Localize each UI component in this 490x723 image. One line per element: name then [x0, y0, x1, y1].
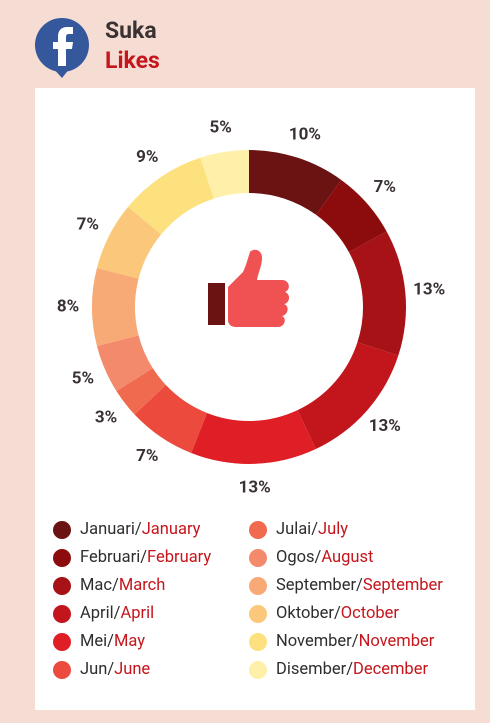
donut-segment: [191, 410, 316, 465]
donut-segment: [249, 150, 342, 215]
legend-label: Mei/May: [80, 632, 145, 651]
legend-name-ms: Ogos: [276, 548, 315, 567]
legend-name-en: March: [119, 576, 166, 595]
legend-name-en: September: [363, 576, 443, 595]
title: Suka: [105, 17, 157, 44]
legend-name-ms: Mac: [80, 576, 112, 595]
legend-separator: /: [346, 660, 353, 679]
value-label: 13%: [369, 416, 401, 436]
legend-separator: /: [140, 548, 147, 567]
subtitle: Likes: [105, 47, 160, 74]
legend-name-ms: Jun: [80, 660, 107, 679]
legend-separator: /: [107, 632, 114, 651]
value-label: 8%: [57, 296, 79, 316]
legend-name-en: May: [114, 632, 145, 651]
legend-separator: /: [112, 576, 119, 595]
legend-swatch: [249, 661, 267, 679]
donut-segment: [92, 267, 139, 347]
legend-swatch: [53, 521, 71, 539]
legend-name-ms: Februari: [80, 548, 140, 567]
legend-separator: /: [107, 660, 114, 679]
donut-segment: [316, 179, 387, 253]
legend-label: Januari/January: [80, 520, 201, 539]
legend-separator: /: [352, 632, 359, 651]
legend-swatch: [249, 549, 267, 567]
legend-name-ms: Januari: [80, 520, 135, 539]
donut-segment: [96, 335, 153, 392]
legend-name-en: January: [142, 520, 201, 539]
legend-separator: /: [315, 548, 322, 567]
value-label: 5%: [210, 118, 232, 138]
legend-label: Ogos/August: [276, 548, 373, 567]
legend-swatch: [53, 605, 71, 623]
legend-name-ms: Disember: [276, 660, 347, 679]
legend-name-ms: September: [276, 576, 356, 595]
value-label: 7%: [136, 446, 158, 466]
donut-segment: [96, 206, 162, 279]
legend-swatch: [53, 577, 71, 595]
value-label: 5%: [72, 368, 94, 388]
legend-name-ms: Julai: [276, 520, 311, 539]
chart: 10%7%13%13%13%7%3%5%8%7%9%5%Januari/Janu…: [53, 118, 445, 679]
legend-name-ms: Oktober: [276, 604, 334, 623]
legend-swatch: [249, 633, 267, 651]
value-label: 3%: [95, 407, 117, 427]
legend-name-en: November: [359, 632, 435, 651]
legend-separator: /: [135, 520, 142, 539]
legend-label: Februari/February: [80, 548, 211, 567]
legend-name-en: July: [318, 520, 348, 539]
legend-swatch: [53, 661, 71, 679]
donut-segment: [128, 157, 214, 235]
legend-name-en: April: [120, 604, 154, 623]
legend-name-en: December: [353, 660, 428, 679]
donut-segment: [134, 385, 208, 453]
legend-label: Mac/March: [80, 576, 165, 595]
legend-name-en: June: [114, 660, 150, 679]
donut-segment: [348, 231, 406, 356]
value-label: 7%: [77, 214, 99, 234]
legend-name-ms: Mei: [80, 632, 107, 651]
legend-separator: /: [356, 576, 363, 595]
legend-swatch: [249, 605, 267, 623]
legend-label: Disember/December: [276, 660, 428, 679]
donut-segment: [297, 342, 399, 450]
legend-name-ms: April: [80, 604, 114, 623]
legend-separator: /: [311, 520, 318, 539]
legend-name-en: October: [341, 604, 400, 623]
legend-label: Oktober/October: [276, 604, 399, 623]
value-label: 13%: [413, 279, 445, 299]
legend-label: November/November: [276, 632, 435, 651]
legend-name-ms: November: [276, 632, 352, 651]
legend-label: Jun/June: [80, 660, 150, 679]
legend-name-en: February: [147, 548, 211, 567]
legend-separator: /: [334, 604, 341, 623]
donut-segment: [116, 368, 166, 415]
legend-swatch: [53, 549, 71, 567]
legend-label: April/April: [80, 604, 154, 623]
legend-swatch: [249, 577, 267, 595]
value-label: 10%: [289, 124, 321, 144]
thumb-icon: [208, 249, 290, 327]
legend-label: Julai/July: [276, 520, 348, 539]
legend-separator: /: [114, 604, 121, 623]
value-label: 13%: [239, 477, 271, 497]
legend-name-en: August: [321, 548, 373, 567]
legend-swatch: [53, 633, 71, 651]
legend-swatch: [249, 521, 267, 539]
value-label: 9%: [136, 147, 158, 167]
facebook-icon: [35, 18, 89, 78]
legend-label: September/September: [276, 576, 443, 595]
donut-segment: [200, 150, 249, 199]
value-label: 7%: [374, 177, 396, 197]
